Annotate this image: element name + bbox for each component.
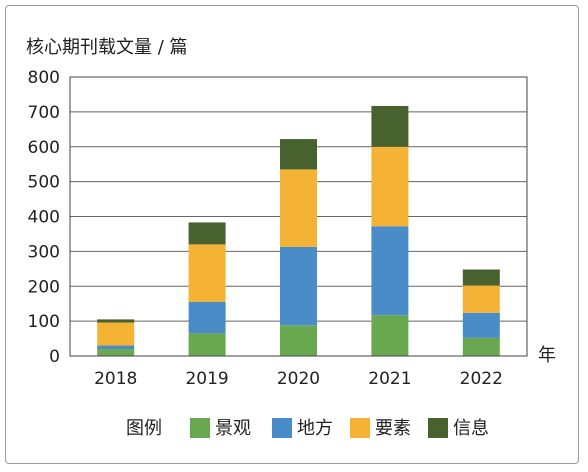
y-tick-label: 800	[28, 68, 60, 88]
y-tick-labels: 0 100 200 300 400 500 600 700 800	[28, 68, 60, 367]
bar-2022-地方	[462, 312, 500, 338]
bar-2020-信息	[280, 139, 317, 170]
bar-2021-信息	[371, 105, 409, 147]
bar-2018-信息	[97, 319, 135, 323]
legend: 图例 景观 地方 要素 信息	[126, 418, 489, 439]
y-tick-label: 200	[28, 277, 60, 297]
x-tick-label: 2022	[460, 369, 503, 389]
bar-2019-地方	[188, 301, 226, 334]
bar-2020-要素	[280, 169, 317, 247]
bar-2019-景观	[188, 333, 226, 356]
legend-label: 要素	[375, 418, 411, 439]
bar-2022-景观	[462, 337, 500, 356]
legend-swatch-要素	[350, 418, 370, 438]
y-tick-label: 500	[28, 173, 60, 193]
y-axis-title: 核心期刊载文量 / 篇	[26, 37, 188, 58]
bar-2019-要素	[188, 244, 226, 302]
bar-2018-要素	[97, 322, 135, 346]
bar-2019-信息	[188, 222, 226, 245]
bar-2021-景观	[371, 315, 409, 356]
bar-2018-景观	[97, 349, 135, 356]
x-tick-label: 2018	[94, 369, 137, 389]
y-tick-label: 400	[28, 208, 60, 228]
legend-label: 地方	[297, 418, 333, 439]
x-tick-label: 2019	[185, 369, 228, 389]
bar-2020-地方	[280, 246, 317, 326]
y-tick-label: 300	[28, 242, 60, 262]
bars	[97, 105, 500, 356]
y-tick-label: 100	[28, 312, 60, 332]
y-tick-label: 0	[49, 347, 60, 367]
bar-2018-地方	[97, 345, 135, 350]
bar-2022-要素	[462, 285, 500, 313]
y-tick-label: 700	[28, 103, 60, 123]
plot-area-border	[69, 76, 528, 357]
legend-swatch-信息	[428, 418, 448, 438]
bar-2021-要素	[371, 146, 409, 227]
legend-swatch-地方	[272, 418, 292, 438]
bar-2020-景观	[280, 325, 317, 356]
bar-2021-地方	[371, 226, 409, 316]
legend-label: 景观	[215, 418, 251, 439]
legend-label: 信息	[453, 418, 489, 439]
x-tick-label: 2021	[368, 369, 411, 389]
legend-swatch-景观	[190, 418, 210, 438]
x-tick-labels: 2018 2019 2020 2021 2022	[94, 369, 503, 389]
bar-2022-信息	[462, 269, 500, 286]
x-tick-label: 2020	[277, 369, 320, 389]
legend-title: 图例	[126, 418, 162, 439]
x-axis-title: 年	[538, 345, 556, 366]
y-tick-label: 600	[28, 138, 60, 158]
